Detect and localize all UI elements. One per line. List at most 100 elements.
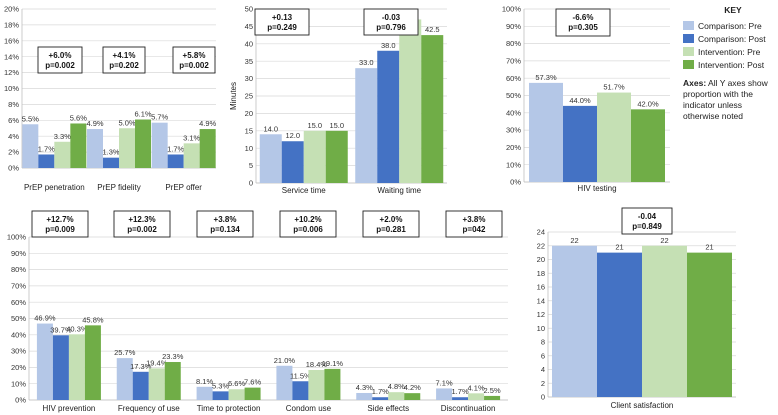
bar — [597, 92, 631, 182]
effect-size: +12.3% — [128, 215, 155, 224]
y-tick-label: 20 — [245, 109, 253, 118]
data-label: 1.7% — [372, 387, 389, 396]
data-label: 6.1% — [134, 110, 151, 119]
category-label: Frequency of use — [118, 404, 180, 413]
annotation-box — [363, 8, 419, 36]
data-label: 4.3% — [356, 383, 373, 392]
axes-note: Axes: All Y axes show proportion with the… — [683, 78, 769, 121]
bar — [276, 365, 293, 400]
legend-swatch — [683, 60, 694, 69]
bar — [399, 19, 422, 183]
bar — [212, 391, 229, 400]
p-value: p=0.002 — [45, 61, 75, 70]
annotation-box — [254, 8, 310, 36]
effect-annotation: -0.03p=0.796 — [363, 8, 419, 36]
bar — [356, 392, 373, 400]
category-label: PrEP penetration — [24, 183, 85, 192]
legend-entry: Comparison: Pre — [698, 21, 762, 31]
p-value: p=0.249 — [267, 23, 297, 32]
bar — [151, 122, 168, 168]
data-label: 22 — [660, 236, 668, 245]
data-label: 51.7% — [603, 83, 625, 92]
bar — [292, 381, 309, 400]
legend-swatch — [683, 21, 694, 30]
bar — [436, 388, 453, 400]
bar — [36, 323, 53, 400]
data-label: 46.9% — [34, 314, 56, 323]
bar — [70, 123, 87, 168]
legend-entry: Intervention: Pre — [698, 47, 761, 57]
category-label: PrEP fidelity — [97, 183, 140, 192]
bar — [119, 128, 135, 168]
bar — [355, 68, 378, 183]
data-label: 2.5% — [484, 386, 501, 395]
p-value: p=0.002 — [179, 61, 209, 70]
y-tick-label: 45 — [245, 22, 253, 31]
y-tick-label: 10 — [245, 144, 253, 153]
bar — [597, 252, 642, 397]
chart-prep: 0% 2% 4% 6% 8% 10% 12% 14% 16% 18% 20% 5.5% 1.7% 3.3%… — [4, 5, 217, 192]
y-tick-label: 20% — [4, 5, 19, 14]
y-tick-label: 70% — [506, 57, 521, 66]
bar — [244, 387, 261, 400]
data-label: 19.1% — [322, 359, 344, 368]
y-tick-label: 30% — [506, 126, 521, 135]
effect-annotation: -0.04p=0.849 — [621, 207, 673, 235]
data-label: 6.6% — [228, 379, 245, 388]
y-tick-label: 0 — [541, 393, 545, 402]
y-tick-label: 0% — [15, 396, 26, 405]
bar — [38, 154, 55, 168]
y-tick-label: 10 — [537, 324, 545, 333]
data-label: 15.0 — [307, 121, 322, 130]
effect-annotation: +6.0%p=0.002 — [37, 46, 83, 74]
data-label: 3.1% — [183, 133, 200, 142]
effect-size: -0.03 — [382, 13, 401, 22]
bar — [196, 386, 213, 400]
data-label: 25.7% — [114, 348, 136, 357]
data-label: 19.4% — [146, 358, 168, 367]
chart-time: 0 5 10 15 20 25 30 35 40 45 50 Minutes 14.0 12.0 15.0 1… — [229, 5, 447, 195]
y-axis-label: Minutes — [229, 82, 238, 110]
legend-key: KEY Comparison: Pre Comparison: Post Interv… — [683, 5, 769, 121]
bar — [468, 393, 485, 400]
axes-note-line: otherwise noted — [683, 111, 743, 121]
category-label: Condom use — [286, 404, 332, 413]
data-label: 22 — [570, 236, 578, 245]
data-label: 7.6% — [244, 378, 261, 387]
data-label: 4.2% — [404, 383, 421, 392]
data-label: 18.4% — [306, 360, 328, 369]
effect-size: +12.7% — [46, 215, 73, 224]
data-label: 14.0 — [263, 124, 278, 133]
effect-size: +5.8% — [183, 51, 206, 60]
y-tick-label: 20 — [537, 255, 545, 264]
y-tick-label: 2 — [541, 379, 545, 388]
bar — [303, 130, 326, 183]
bar — [87, 129, 103, 168]
y-tick-label: 35 — [245, 57, 253, 66]
y-tick-label: 10% — [11, 379, 26, 388]
annotation-box — [279, 210, 337, 238]
y-tick-label: 10% — [4, 84, 19, 93]
y-tick-label: 90% — [11, 249, 26, 258]
category-label: Client satisfaction — [611, 401, 674, 410]
effect-annotation: +12.7%p=0.009 — [31, 210, 89, 238]
data-label: 5.0% — [118, 118, 135, 127]
data-label: 5.5% — [22, 114, 39, 123]
bar — [324, 368, 341, 400]
bar — [54, 141, 71, 168]
data-label: 42.5 — [425, 25, 440, 34]
bar — [103, 157, 119, 168]
effect-annotation: +3.8%p=0.134 — [196, 210, 254, 238]
y-tick-label: 40% — [11, 330, 26, 339]
p-value: p=0.006 — [293, 225, 323, 234]
data-label: 4.8% — [388, 382, 405, 391]
bar — [281, 141, 304, 183]
y-tick-label: 40% — [506, 108, 521, 117]
y-tick-label: 30% — [11, 347, 26, 356]
bar — [308, 370, 325, 400]
bar — [388, 392, 405, 400]
data-label: 21.0% — [274, 356, 296, 365]
bar — [631, 109, 665, 182]
